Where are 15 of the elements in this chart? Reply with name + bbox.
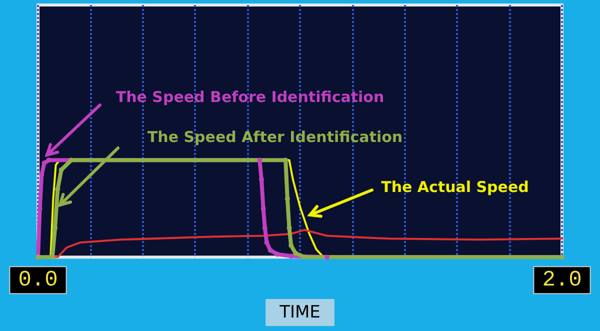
text: The Speed Before Identification [116,88,384,106]
series-label: The Speed After Identification [147,128,403,146]
point [293,250,298,256]
point [42,160,47,166]
point [257,158,262,163]
point [58,167,64,172]
x-tick-label: 0.0 [18,268,58,293]
point [264,240,270,246]
x-tick-label: 2.0 [542,268,582,293]
point [268,248,273,253]
point [274,252,280,257]
text: The Actual Speed [381,178,529,196]
x-axis-title: TIME [278,302,320,322]
point [302,254,307,260]
point [324,254,330,260]
